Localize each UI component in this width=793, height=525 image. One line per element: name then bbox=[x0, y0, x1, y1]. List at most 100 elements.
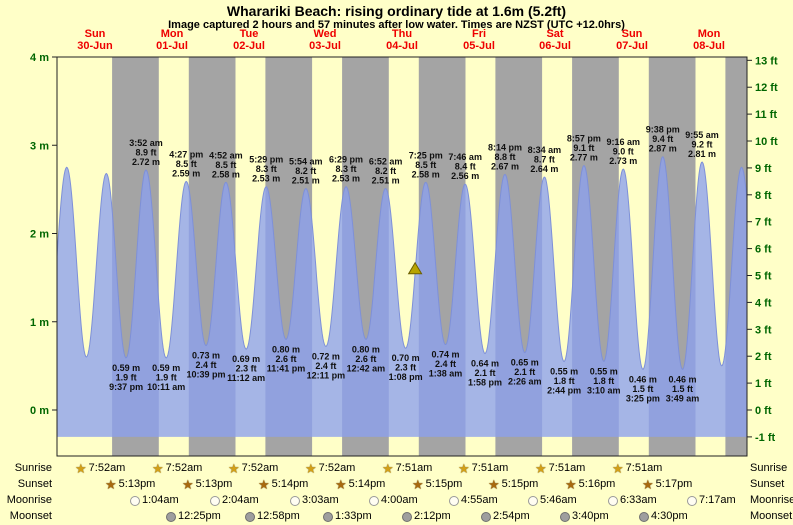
high-tide-annotation: 5:29 pm8.3 ft2.53 m bbox=[249, 155, 283, 184]
astro-time: 12:25pm bbox=[178, 510, 221, 522]
astro-time: 4:00am bbox=[381, 494, 418, 506]
moonrise-icon bbox=[528, 495, 538, 506]
svg-text:2.1 ft: 2.1 ft bbox=[474, 368, 495, 378]
svg-text:0.73 m: 0.73 m bbox=[192, 351, 220, 361]
y-axis-right-tick-label: 13 ft bbox=[755, 55, 778, 67]
svg-text:2.77 m: 2.77 m bbox=[570, 153, 598, 163]
svg-text:9:37 pm: 9:37 pm bbox=[109, 382, 143, 392]
svg-text:2.6 ft: 2.6 ft bbox=[355, 354, 376, 364]
astro-time: 7:51am bbox=[548, 462, 586, 474]
moonrise-icon bbox=[449, 495, 459, 506]
svg-text:6:29 pm: 6:29 pm bbox=[329, 155, 363, 165]
astro-time: 4:55am bbox=[461, 494, 498, 506]
moonset-entry: 2:54pm bbox=[481, 509, 530, 524]
y-axis-right-tick-label: 9 ft bbox=[755, 163, 772, 175]
high-tide-annotation: 9:55 am9.2 ft2.81 m bbox=[685, 130, 719, 159]
sunrise-entry: ★ 7:52am bbox=[228, 461, 278, 476]
moonrise-entry: 4:55am bbox=[449, 493, 498, 508]
sunset-icon: ★ bbox=[565, 477, 577, 492]
high-tide-annotation: 4:52 am8.5 ft2.58 m bbox=[209, 150, 243, 179]
day-date: 04-Jul bbox=[386, 40, 418, 52]
tide-curve-fill bbox=[57, 156, 747, 437]
y-axis-right-tick-label: 7 ft bbox=[755, 217, 772, 229]
svg-text:3:49 am: 3:49 am bbox=[666, 393, 700, 403]
svg-text:8.3 ft: 8.3 ft bbox=[256, 164, 277, 174]
astro-row-label: Sunset bbox=[750, 478, 785, 490]
svg-text:8:34 am: 8:34 am bbox=[528, 145, 562, 155]
y-axis-right-tick-label: 5 ft bbox=[755, 271, 772, 283]
astro-time: 5:46am bbox=[540, 494, 577, 506]
svg-text:8.4 ft: 8.4 ft bbox=[455, 162, 476, 172]
svg-text:0.46 m: 0.46 m bbox=[629, 374, 657, 384]
sunset-icon: ★ bbox=[258, 477, 270, 492]
svg-text:2.56 m: 2.56 m bbox=[451, 171, 479, 181]
sunrise-entry: ★ 7:52am bbox=[152, 461, 202, 476]
astro-time: 6:33am bbox=[620, 494, 657, 506]
day-label: Fri 05-Jul bbox=[441, 28, 517, 52]
day-weekday: Sun bbox=[621, 28, 643, 40]
svg-text:8.3 ft: 8.3 ft bbox=[335, 164, 356, 174]
low-tide-annotation: 0.55 m1.8 ft3:10 am bbox=[587, 367, 621, 396]
day-label: Thu 04-Jul bbox=[364, 28, 440, 52]
moonrise-entry: 3:03am bbox=[290, 493, 339, 508]
day-date: 01-Jul bbox=[156, 40, 188, 52]
y-axis-left-tick-label: 0 m bbox=[30, 405, 49, 417]
sunset-entry: ★ 5:15pm bbox=[488, 477, 538, 492]
high-tide-annotation: 8:14 pm8.8 ft2.67 m bbox=[488, 142, 522, 171]
svg-text:2.51 m: 2.51 m bbox=[292, 176, 320, 186]
moonset-row: Moonset Moonset 12:25pm 12:58pm 1:33pm 2:12pm… bbox=[0, 509, 793, 525]
y-axis-right-tick-label: -1 ft bbox=[755, 432, 776, 444]
svg-text:3:10 am: 3:10 am bbox=[587, 386, 621, 396]
svg-text:6:52 am: 6:52 am bbox=[369, 157, 403, 167]
astro-time: 3:40pm bbox=[572, 510, 609, 522]
svg-text:8.5 ft: 8.5 ft bbox=[415, 160, 436, 170]
y-axis-right-tick-label: 2 ft bbox=[755, 351, 772, 363]
day-label: Mon 01-Jul bbox=[134, 28, 210, 52]
high-tide-annotation: 8:57 pm9.1 ft2.77 m bbox=[567, 134, 601, 163]
svg-text:2.72 m: 2.72 m bbox=[132, 157, 160, 167]
svg-text:2.3 ft: 2.3 ft bbox=[236, 364, 257, 374]
svg-text:9.0 ft: 9.0 ft bbox=[613, 147, 634, 157]
day-label: Wed 03-Jul bbox=[287, 28, 363, 52]
sunset-entry: ★ 5:16pm bbox=[565, 477, 615, 492]
astro-row-label: Sunrise bbox=[14, 462, 52, 474]
svg-text:7:46 am: 7:46 am bbox=[448, 152, 482, 162]
svg-text:2.64 m: 2.64 m bbox=[530, 164, 558, 174]
svg-text:8.5 ft: 8.5 ft bbox=[215, 160, 236, 170]
svg-text:2.67 m: 2.67 m bbox=[491, 161, 519, 171]
sunrise-entry: ★ 7:51am bbox=[382, 461, 432, 476]
svg-text:1.8 ft: 1.8 ft bbox=[554, 376, 575, 386]
sunrise-icon: ★ bbox=[75, 461, 87, 476]
sunset-icon: ★ bbox=[105, 477, 117, 492]
moonrise-icon bbox=[687, 495, 697, 506]
sunrise-icon: ★ bbox=[228, 461, 240, 476]
astro-time: 7:52am bbox=[241, 462, 279, 474]
sunset-icon: ★ bbox=[182, 477, 194, 492]
svg-text:0.55 m: 0.55 m bbox=[550, 367, 578, 377]
tide-curve-line bbox=[56, 156, 748, 370]
high-tide-annotation: 5:54 am8.2 ft2.51 m bbox=[289, 157, 323, 186]
svg-text:2.73 m: 2.73 m bbox=[609, 156, 637, 166]
day-date: 05-Jul bbox=[463, 40, 495, 52]
sunset-entry: ★ 5:14pm bbox=[258, 477, 308, 492]
day-date: 07-Jul bbox=[616, 40, 648, 52]
day-weekday: Fri bbox=[471, 28, 487, 40]
svg-text:0.74 m: 0.74 m bbox=[431, 350, 459, 360]
plot-border bbox=[56, 56, 748, 457]
day-weekday: Wed bbox=[313, 28, 337, 40]
svg-text:1.8 ft: 1.8 ft bbox=[593, 376, 614, 386]
astro-time: 4:30pm bbox=[651, 510, 688, 522]
astro-time: 7:52am bbox=[165, 462, 203, 474]
moonset-entry: 12:58pm bbox=[245, 509, 300, 524]
svg-text:8.2 ft: 8.2 ft bbox=[375, 166, 396, 176]
high-tide-annotation: 9:16 am9.0 ft2.73 m bbox=[607, 137, 641, 166]
svg-text:3:52 am: 3:52 am bbox=[129, 138, 163, 148]
svg-text:2.4 ft: 2.4 ft bbox=[315, 361, 336, 371]
astro-time: 5:15pm bbox=[425, 478, 463, 490]
sunrise-entry: ★ 7:51am bbox=[535, 461, 585, 476]
astro-row-label: Moonset bbox=[9, 510, 52, 522]
svg-text:2.1 ft: 2.1 ft bbox=[514, 367, 535, 377]
day-weekday: Sun bbox=[84, 28, 106, 40]
